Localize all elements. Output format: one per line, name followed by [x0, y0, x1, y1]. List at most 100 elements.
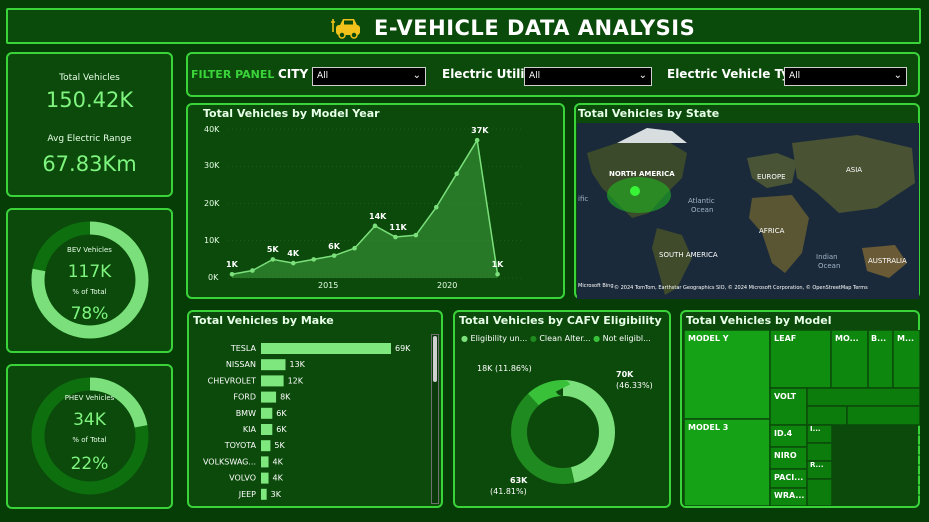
make-scrollbar-thumb[interactable]	[433, 336, 437, 382]
area-point[interactable]	[393, 234, 398, 240]
treemap-tile[interactable]	[769, 387, 808, 426]
area-line	[231, 138, 499, 276]
map-label: ASIA	[846, 166, 863, 174]
map-label: Ocean	[818, 262, 841, 270]
bev-donut-arc	[31, 221, 149, 339]
ev-car-icon	[331, 19, 360, 39]
area-data-label: 6K	[328, 241, 340, 251]
bar-value-label: 6K	[276, 425, 287, 434]
x-tick: 2015	[318, 281, 339, 290]
bar-value-label: 69K	[395, 344, 411, 353]
bar-category-label: CHEVROLET	[208, 376, 256, 385]
treemap-tile[interactable]	[806, 478, 833, 506]
europe-landmass	[747, 153, 797, 188]
map-label: EUROPE	[757, 173, 786, 181]
utility-filter-label: Electric Utility	[442, 67, 538, 81]
make-bar[interactable]	[261, 440, 271, 452]
area-point[interactable]	[495, 271, 500, 277]
make-bar[interactable]	[261, 359, 286, 371]
bing-logo: Microsoft Bing	[578, 283, 614, 289]
bar-value-label: 13K	[289, 360, 305, 369]
cafv-label-63k: 63K	[510, 476, 528, 485]
kpi-card-totals: Total Vehicles 150.42K Avg Electric Rang…	[6, 52, 173, 197]
legend-item[interactable]: Clean Alter...	[539, 334, 591, 343]
area-point[interactable]	[311, 257, 317, 262]
state-map-panel: Total Vehicles by State NORTH AMERICA EU…	[574, 103, 920, 299]
africa-landmass	[749, 195, 809, 273]
make-bar[interactable]	[261, 407, 273, 419]
bar-category-label: TOYOTA	[224, 441, 257, 450]
bar-value-label: 8K	[280, 393, 291, 402]
cafv-legend: ● Eligibility un... ● Clean Alter... ● N…	[461, 334, 651, 343]
bev-donut	[31, 221, 149, 339]
bar-value-label: 3K	[271, 490, 282, 499]
area-point[interactable]	[290, 260, 296, 266]
total-vehicles-value: 150.42K	[45, 88, 134, 112]
treemap-label: MODEL 3	[688, 423, 729, 432]
utility-filter-select[interactable]: All ⌄	[524, 67, 652, 86]
greenland-landmass	[617, 128, 687, 143]
treemap-tile[interactable]	[806, 405, 848, 426]
legend-item[interactable]: Not eligibl...	[602, 334, 651, 343]
area-point[interactable]	[454, 171, 460, 176]
city-filter-label: CITY	[278, 67, 309, 81]
make-bar[interactable]	[261, 456, 269, 468]
area-point[interactable]	[433, 204, 439, 210]
treemap-tile[interactable]	[684, 418, 771, 506]
phev-pct-label: % of Total	[72, 436, 107, 444]
city-filter-value: All	[317, 71, 329, 81]
total-vehicles-label: Total Vehicles	[59, 73, 120, 83]
area-data-label: 4K	[287, 249, 300, 259]
vehicle-type-filter-label: Electric Vehicle Type	[667, 67, 806, 81]
treemap-label: NIRO	[774, 451, 797, 460]
chevron-down-icon: ⌄	[638, 70, 647, 81]
phev-donut-arc	[31, 377, 149, 495]
donut-slice[interactable]	[511, 380, 615, 484]
cafv-donut	[511, 380, 615, 484]
area-point[interactable]	[270, 257, 276, 262]
donut-slice[interactable]	[511, 380, 615, 484]
make-bar[interactable]	[261, 343, 391, 354]
area-point[interactable]	[413, 232, 419, 238]
treemap-tile[interactable]	[806, 442, 833, 462]
area-data-label: 1K	[226, 260, 238, 270]
model-year-plot	[228, 128, 522, 279]
asia-landmass	[792, 135, 915, 213]
cafv-label-63k-pct: (41.81%)	[490, 487, 527, 496]
vehicle-type-filter-select[interactable]: All ⌄	[784, 67, 907, 86]
world-map[interactable]	[577, 123, 919, 299]
area-point[interactable]	[372, 223, 378, 229]
legend-item[interactable]: Eligibility un...	[470, 334, 528, 343]
map-label: NORTH AMERICA	[609, 170, 675, 178]
area-point[interactable]	[331, 253, 337, 258]
chevron-down-icon: ⌄	[412, 70, 421, 81]
area-point[interactable]	[229, 271, 235, 277]
avg-range-value: 67.83Km	[42, 152, 137, 176]
treemap-tile[interactable]	[846, 405, 920, 426]
city-filter-select[interactable]: All ⌄	[312, 67, 426, 86]
treemap-small-tiles	[832, 424, 920, 506]
model-year-chart-title: Total Vehicles by Model Year	[203, 107, 380, 120]
make-bar[interactable]	[261, 424, 273, 435]
map-attribution[interactable]: © 2024 TomTom, Earthstar Geographics SIO…	[614, 285, 868, 291]
washington-bubble[interactable]	[630, 186, 640, 196]
area-point[interactable]	[250, 268, 255, 273]
area-point[interactable]	[474, 137, 480, 143]
model-year-chart: Total Vehicles by Model Year 40K 30K 20K…	[186, 103, 565, 299]
treemap-tile[interactable]	[830, 330, 869, 389]
treemap-tile[interactable]	[769, 330, 832, 389]
usa-highlight	[607, 177, 671, 213]
treemap-tile[interactable]	[684, 330, 771, 420]
make-bar[interactable]	[261, 472, 269, 484]
make-bar[interactable]	[261, 391, 277, 403]
vehicle-type-filter-value: All	[789, 71, 801, 81]
area-point[interactable]	[352, 245, 357, 251]
treemap-label: MO...	[835, 334, 859, 343]
australia-landmass	[862, 245, 907, 278]
make-bar[interactable]	[261, 488, 267, 500]
y-tick: 0K	[208, 273, 219, 282]
make-scrollbar[interactable]	[431, 334, 439, 504]
make-bar[interactable]	[261, 375, 284, 387]
treemap-tile[interactable]	[806, 387, 920, 407]
map-label: Ocean	[691, 206, 714, 214]
